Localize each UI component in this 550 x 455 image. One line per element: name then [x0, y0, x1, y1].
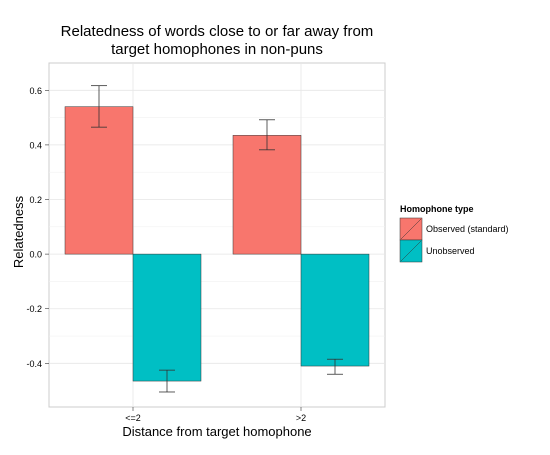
x-axis: <=2 >2 [125, 407, 306, 423]
y-axis-label: Relatedness [11, 195, 26, 268]
x-tick-label: >2 [296, 413, 306, 423]
x-tick-label: <=2 [125, 413, 141, 423]
bar [132, 253, 202, 382]
bar [232, 135, 302, 255]
legend-title: Homophone type [400, 204, 474, 214]
y-tick-label: 0.4 [29, 140, 42, 150]
legend-label: Observed (standard) [426, 224, 509, 234]
error-bars [91, 85, 343, 393]
chart-title-line-1: Relatedness of words close to or far awa… [61, 23, 374, 40]
y-tick-label: -0.4 [26, 359, 42, 369]
legend-label: Unobserved [426, 246, 475, 256]
legend: Homophone type Observed (standard) Unobse… [399, 204, 509, 263]
x-axis-label: Distance from target homophone [122, 424, 311, 439]
chart-title-line-2: target homophones in non-puns [111, 41, 323, 58]
y-tick-label: -0.2 [26, 304, 42, 314]
bar [64, 106, 134, 255]
y-axis: -0.4 -0.2 0.0 0.2 0.4 0.6 [26, 86, 49, 369]
bar [300, 253, 370, 367]
legend-key-slash [400, 240, 422, 262]
y-tick-label: 0.6 [29, 86, 42, 96]
y-tick-label: 0.0 [29, 250, 42, 260]
y-tick-label: 0.2 [29, 195, 42, 205]
bars [64, 106, 370, 382]
legend-key-slash [400, 218, 422, 240]
